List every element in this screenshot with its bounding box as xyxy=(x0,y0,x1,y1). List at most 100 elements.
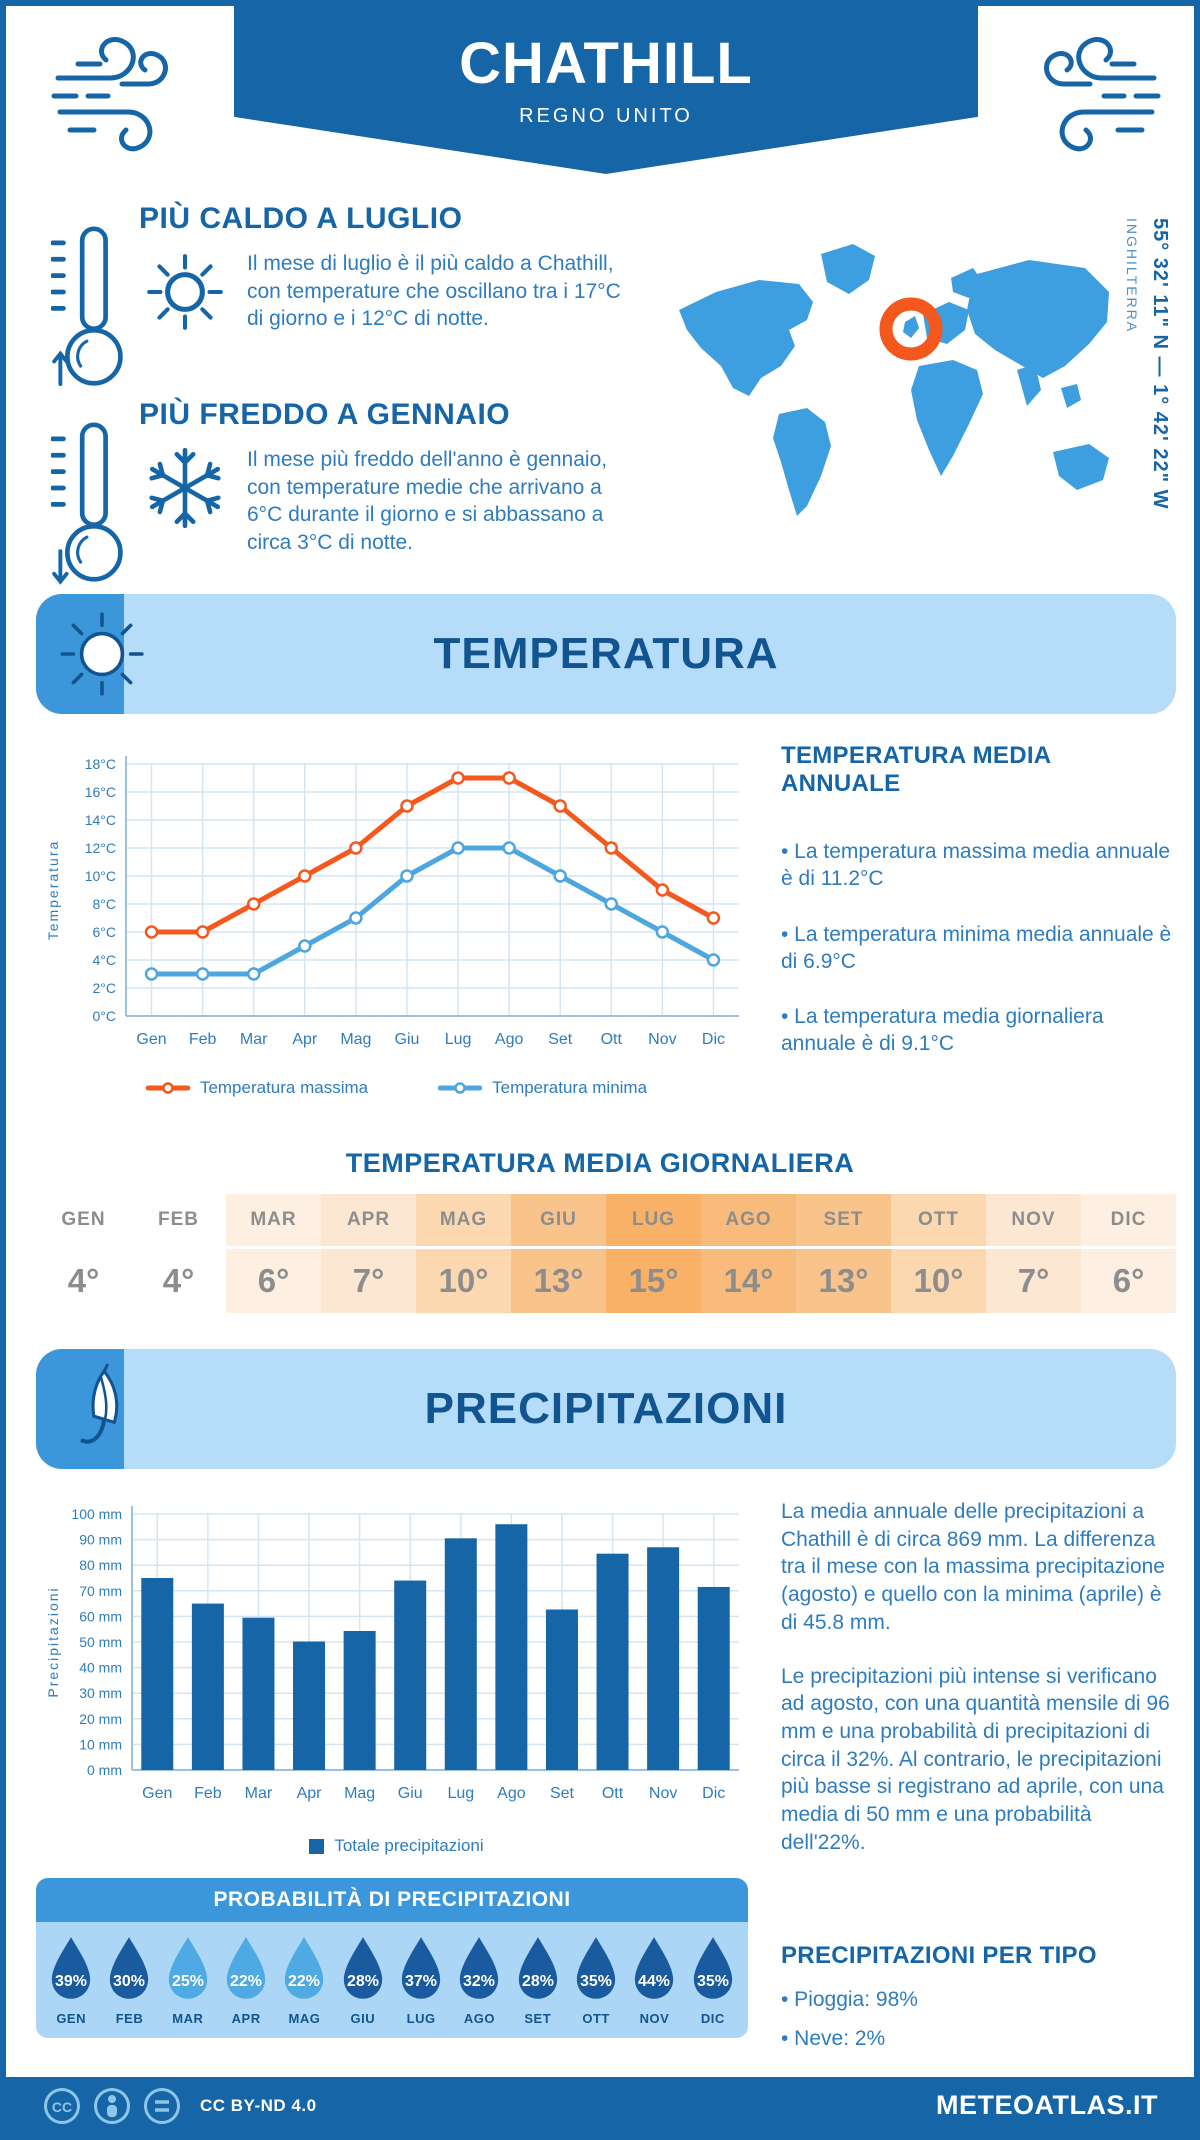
daily-temperature-title: TEMPERATURA MEDIA GIORNALIERA xyxy=(345,1148,855,1178)
svg-text:Temperatura: Temperatura xyxy=(45,840,61,941)
svg-text:28%: 28% xyxy=(347,1973,379,1990)
precipitation-probability-drop: 44% NOV xyxy=(628,1936,680,2026)
svg-text:Ott: Ott xyxy=(602,1785,624,1802)
month-label: OTT xyxy=(918,1209,959,1230)
svg-text:30 mm: 30 mm xyxy=(79,1685,122,1701)
daily-temperature-cell: AGO 14° xyxy=(701,1194,796,1313)
temperature-chart-legend: Temperatura massima Temperatura minima xyxy=(44,1078,749,1098)
svg-text:Lug: Lug xyxy=(445,1031,472,1048)
svg-text:70 mm: 70 mm xyxy=(79,1583,122,1599)
daily-temperature-cell: LUG 15° xyxy=(606,1194,701,1313)
svg-text:Giu: Giu xyxy=(395,1031,420,1048)
svg-text:18°C: 18°C xyxy=(85,756,116,772)
precipitation-probability-title: PROBABILITÀ DI PRECIPITAZIONI xyxy=(36,1878,748,1922)
svg-text:Mag: Mag xyxy=(340,1031,371,1048)
precipitation-probability-drop: 25% MAR xyxy=(162,1936,214,2026)
svg-text:4°C: 4°C xyxy=(93,952,117,968)
svg-text:8°C: 8°C xyxy=(93,896,117,912)
temperature-line-chart: 0°C 2°C 4°C 6°C 8°C 10°C 12°C 14°C 16°C 18°C Gen Fe… xyxy=(44,734,749,1074)
cc-icon: CC xyxy=(44,2087,80,2124)
annual-temperature-stats: TEMPERATURA MEDIA ANNUALE • La temperatu… xyxy=(781,742,1176,1058)
svg-text:6°C: 6°C xyxy=(93,924,117,940)
temperature-value: 10° xyxy=(891,1246,986,1313)
svg-text:Apr: Apr xyxy=(292,1031,318,1048)
temperature-value: 4° xyxy=(131,1246,226,1313)
svg-text:Gen: Gen xyxy=(142,1785,172,1802)
precipitation-probability-drop: 30% FEB xyxy=(103,1936,155,2026)
location-marker xyxy=(879,297,943,361)
snowflake-icon xyxy=(149,447,221,529)
warmest-month-title: PIÙ CALDO A LUGLIO xyxy=(139,202,463,235)
svg-text:Gen: Gen xyxy=(136,1031,166,1048)
month-label: NOV xyxy=(1011,1209,1056,1230)
month-label: GEN xyxy=(56,2011,86,2026)
month-label: GIU xyxy=(540,1209,577,1230)
precipitation-by-type-title: PRECIPITAZIONI PER TIPO xyxy=(781,1942,1097,1969)
month-label: SET xyxy=(823,1209,864,1230)
svg-text:60 mm: 60 mm xyxy=(79,1608,122,1624)
svg-text:0°C: 0°C xyxy=(93,1008,117,1024)
daily-temperature-cell: GIU 13° xyxy=(511,1194,606,1313)
legend-item: Temperatura massima xyxy=(145,1078,368,1098)
month-label: AGO xyxy=(725,1209,772,1230)
svg-text:Apr: Apr xyxy=(297,1785,323,1802)
precipitation-type-item: • Pioggia: 98% xyxy=(781,1988,918,2011)
month-label: FEB xyxy=(158,1209,199,1230)
svg-text:Nov: Nov xyxy=(648,1031,676,1048)
precipitation-chart-legend: Totale precipitazioni xyxy=(44,1836,749,1856)
month-label: GEN xyxy=(61,1209,106,1230)
svg-text:22%: 22% xyxy=(230,1973,262,1990)
month-label: MAR xyxy=(172,2011,204,2026)
annual-stat: • La temperatura media giornaliera annua… xyxy=(781,1005,1104,1056)
svg-text:22%: 22% xyxy=(289,1973,321,1990)
month-label: AGO xyxy=(463,2011,496,2026)
month-label: MAG xyxy=(439,1209,488,1230)
section-title-precipitazioni: PRECIPITAZIONI xyxy=(424,1384,788,1433)
svg-text:16°C: 16°C xyxy=(85,784,116,800)
svg-text:100 mm: 100 mm xyxy=(71,1506,122,1522)
cc-nd-equals-icon xyxy=(144,2087,180,2124)
daily-temperature-cell: APR 7° xyxy=(321,1194,416,1313)
warmest-month-text: Il mese di luglio è il più caldo a Chath… xyxy=(247,252,621,331)
coldest-month-title: PIÙ FREDDO A GENNAIO xyxy=(139,398,511,431)
wind-icon xyxy=(1044,37,1161,152)
annual-stat: • La temperatura massima media annuale è… xyxy=(781,840,1171,891)
thermometer-hot-icon xyxy=(51,226,123,386)
svg-text:Mag: Mag xyxy=(344,1785,375,1802)
precipitation-probability-drop: 37% LUG xyxy=(395,1936,447,2026)
page-subtitle: REGNO UNITO xyxy=(519,105,693,127)
svg-text:Nov: Nov xyxy=(649,1785,677,1802)
svg-text:Ago: Ago xyxy=(495,1031,524,1048)
svg-text:10°C: 10°C xyxy=(85,868,116,884)
legend-item: Totale precipitazioni xyxy=(309,1836,484,1856)
precipitation-type-item: • Neve: 2% xyxy=(781,2027,886,2051)
svg-text:14°C: 14°C xyxy=(85,812,116,828)
svg-text:50 mm: 50 mm xyxy=(79,1634,122,1650)
temperature-value: 6° xyxy=(226,1246,321,1313)
temperature-value: 6° xyxy=(1081,1246,1176,1313)
month-label: NOV xyxy=(639,2011,670,2026)
wind-icon xyxy=(51,37,168,152)
daily-temperature-cell: MAR 6° xyxy=(226,1194,321,1313)
svg-text:Ago: Ago xyxy=(497,1785,526,1802)
precipitation-paragraph: Le precipitazioni più intense si verific… xyxy=(781,1664,1170,1854)
footer-bar: CC CC BY-ND 4.0 METEOATLAS.IT xyxy=(6,2077,1194,2134)
month-label: APR xyxy=(346,1209,391,1230)
daily-temperature-cell: FEB 4° xyxy=(131,1194,226,1313)
svg-text:Dic: Dic xyxy=(702,1785,725,1802)
precipitation-probability-drop: 28% SET xyxy=(512,1936,564,2026)
svg-text:10 mm: 10 mm xyxy=(79,1736,122,1752)
temperature-value: 7° xyxy=(986,1246,1081,1313)
temperature-value: 13° xyxy=(796,1246,891,1313)
legend-item: Temperatura minima xyxy=(438,1078,647,1098)
precipitation-section-header: PRECIPITAZIONI xyxy=(36,1349,1176,1469)
svg-text:37%: 37% xyxy=(405,1973,437,1990)
svg-text:90 mm: 90 mm xyxy=(79,1532,122,1548)
temperature-value: 7° xyxy=(321,1246,416,1313)
svg-text:2°C: 2°C xyxy=(93,980,117,996)
svg-text:40 mm: 40 mm xyxy=(79,1660,122,1676)
umbrella-icon xyxy=(80,1363,119,1444)
precipitation-probability-drop: 32% AGO xyxy=(453,1936,505,2026)
month-label: OTT xyxy=(582,2011,610,2026)
precipitation-probability-drop: 22% APR xyxy=(220,1936,272,2026)
